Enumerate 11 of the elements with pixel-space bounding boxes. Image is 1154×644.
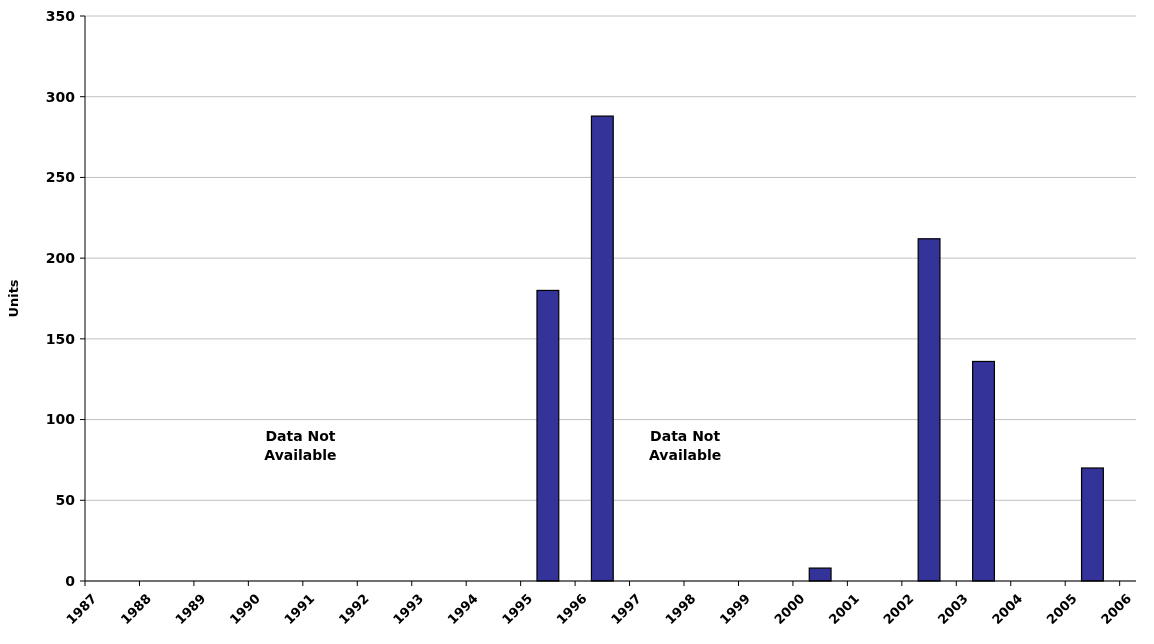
annotation: Data Not Available: [648, 428, 722, 463]
y-tick-label: 0: [65, 572, 76, 589]
y-tick-label: 250: [45, 169, 76, 186]
y-tick-label: 150: [45, 330, 76, 347]
annotation: Data Not Available: [264, 428, 337, 463]
y-tick-label: 350: [45, 7, 76, 24]
y-tick-label: 300: [45, 88, 76, 105]
y-tick-label: 200: [45, 250, 76, 267]
y-tick-label: 100: [45, 411, 76, 428]
y-axis-title: Units: [6, 279, 21, 318]
y-tick-label: 50: [55, 492, 76, 509]
